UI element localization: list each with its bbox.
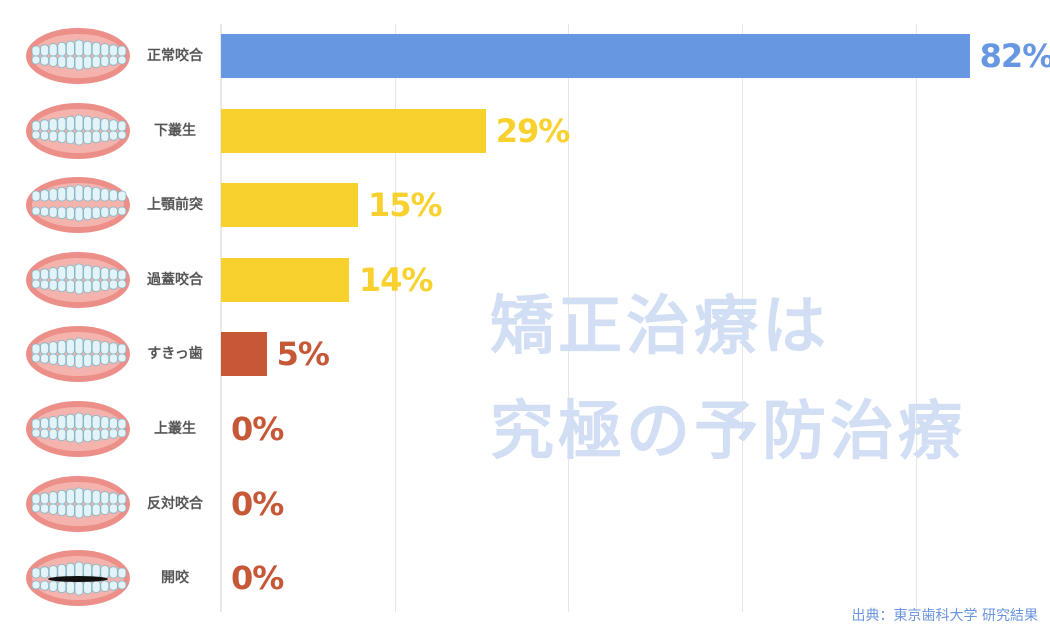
chart-row: すきっ歯 5% xyxy=(0,324,1050,384)
bar xyxy=(221,257,349,302)
chart-row: 上顎前突 15% xyxy=(0,175,1050,235)
gridline xyxy=(742,24,743,612)
category-label: すきっ歯 xyxy=(147,346,203,363)
open-bite-teeth-icon xyxy=(24,548,132,608)
bar xyxy=(221,332,267,377)
watermark-line-1: 矯正治療は xyxy=(490,290,830,364)
lower-crowding-teeth-icon xyxy=(24,101,132,161)
gridline xyxy=(395,24,396,612)
category-axis xyxy=(220,24,222,612)
value-label: 14% xyxy=(358,260,434,299)
gridline xyxy=(916,24,917,612)
source-citation: 出典：東京歯科大学 研究結果 xyxy=(851,608,1038,624)
value-label: 15% xyxy=(367,186,443,225)
chart-row: 反対咬合 0% xyxy=(0,474,1050,534)
value-label: 29% xyxy=(495,111,571,150)
normal-bite-teeth-icon xyxy=(24,26,132,86)
category-label: 正常咬合 xyxy=(147,48,203,64)
chart-row: 上叢生 0% xyxy=(0,399,1050,459)
value-label: 0% xyxy=(231,484,284,523)
category-label: 上顎前突 xyxy=(147,197,203,214)
category-label: 上叢生 xyxy=(154,421,196,437)
upper-crowding-teeth-icon xyxy=(24,399,132,459)
deep-bite-teeth-icon xyxy=(24,250,132,310)
watermark-line-2: 究極の予防治療 xyxy=(490,395,966,469)
category-label: 過蓋咬合 xyxy=(147,271,203,288)
value-label: 0% xyxy=(231,559,284,598)
overjet-teeth-icon xyxy=(24,175,132,235)
category-label: 反対咬合 xyxy=(147,495,203,512)
category-label: 下叢生 xyxy=(154,122,196,139)
bar xyxy=(221,108,486,153)
underbite-teeth-icon xyxy=(24,474,132,534)
chart-row: 開咬 0% xyxy=(0,548,1050,608)
value-label: 0% xyxy=(231,410,284,448)
bar xyxy=(221,183,358,228)
chart-row: 下叢生 29% xyxy=(0,101,1050,161)
gridline xyxy=(568,24,569,612)
category-label: 開咬 xyxy=(161,570,189,587)
value-label: 82% xyxy=(979,37,1050,75)
bar xyxy=(221,34,970,78)
chart-row: 過蓋咬合 14% xyxy=(0,250,1050,310)
gap-teeth-icon xyxy=(24,324,132,384)
chart-row: 正常咬合 82% xyxy=(0,26,1050,86)
value-label: 5% xyxy=(276,335,330,374)
